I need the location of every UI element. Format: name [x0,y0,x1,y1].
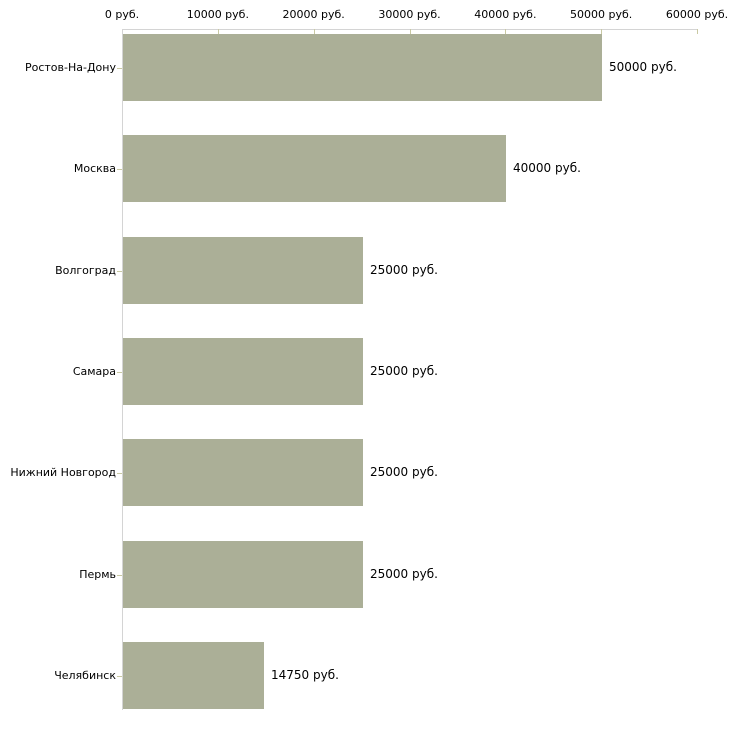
category-label: Челябинск [54,669,116,682]
bar-3 [123,237,363,304]
x-axis-tick-mark [601,29,602,34]
bar-value-label: 40000 руб. [513,161,581,175]
category-tick-mark [117,372,122,373]
category-label: Нижний Новгород [10,466,116,479]
x-axis-tick-label: 20000 руб. [282,8,345,21]
bar-value-label: 14750 руб. [271,668,339,682]
x-axis-tick-mark [218,29,219,34]
category-label: Ростов-На-Дону [24,61,116,74]
x-axis-tick-label: 0 руб. [104,8,140,21]
category-tick-mark [117,473,122,474]
x-axis-tick-mark [314,29,315,34]
bar-value-label: 25000 руб. [370,364,438,378]
category-tick-mark [117,676,122,677]
x-axis-tick-label: 30000 руб. [378,8,441,21]
category-tick-mark [117,575,122,576]
x-axis-tick-label: 60000 руб. [665,8,729,21]
x-axis-tick-label: 40000 руб. [474,8,537,21]
bar-value-label: 50000 руб. [609,60,677,74]
category-tick-mark [117,68,122,69]
bar-1 [123,34,602,101]
x-axis-tick-mark [410,29,411,34]
bar-value-label: 25000 руб. [370,465,438,479]
bar-7 [123,642,264,709]
category-label: Волгоград [55,264,116,277]
bar-4 [123,338,363,405]
category-tick-mark [117,271,122,272]
bar-6 [123,541,363,608]
x-axis-tick-mark [697,29,698,34]
x-axis-tick-label: 50000 руб. [570,8,633,21]
bar-2 [123,135,506,202]
category-label: Самара [72,365,116,378]
category-label: Москва [73,162,116,175]
bar-5 [123,439,363,506]
x-axis-tick-label: 10000 руб. [186,8,249,21]
category-label: Пермь [79,568,116,581]
x-axis-tick-mark [505,29,506,34]
bar-value-label: 25000 руб. [370,263,438,277]
category-tick-mark [117,169,122,170]
bar-value-label: 25000 руб. [370,567,438,581]
plot-area [122,29,697,710]
